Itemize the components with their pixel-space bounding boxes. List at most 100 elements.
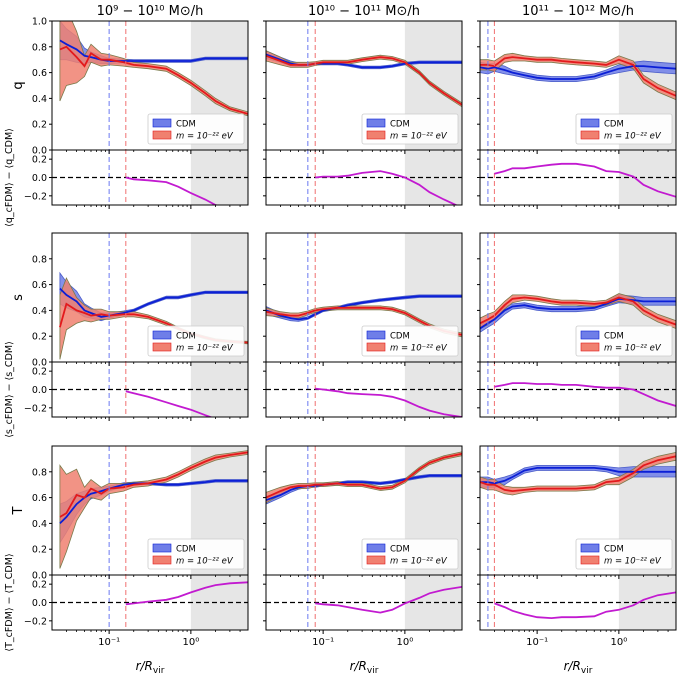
main-series bbox=[59, 21, 248, 117]
fdm-line bbox=[59, 451, 248, 518]
legend-box bbox=[361, 113, 459, 145]
y-tick-label: 0.2 bbox=[32, 332, 47, 343]
legend-fdm-label: m = 10⁻²² eV bbox=[604, 132, 662, 142]
diff-y-axis-label: ⟨s_cFDM⟩ − ⟨s_CDM⟩ bbox=[4, 341, 15, 438]
diff-y-tick-label: 0.2 bbox=[32, 155, 47, 166]
legend: CDM m = 10⁻²² eV bbox=[575, 325, 673, 357]
diff-series bbox=[52, 176, 248, 205]
legend: CDM m = 10⁻²² eV bbox=[147, 325, 245, 357]
diff-line bbox=[125, 581, 248, 606]
diff-line bbox=[315, 170, 459, 205]
column-title-3: 10¹¹ − 10¹² M⊙/h bbox=[522, 4, 634, 19]
main-series bbox=[480, 293, 676, 333]
panel-s-3: CDM m = 10⁻²² eV bbox=[477, 232, 677, 421]
fdm-line bbox=[480, 455, 676, 493]
main-series bbox=[480, 52, 676, 101]
y-axis-label: q bbox=[11, 81, 26, 89]
legend-box bbox=[361, 325, 459, 357]
legend-fdm-label: m = 10⁻²² eV bbox=[176, 132, 234, 142]
legend-box bbox=[575, 538, 673, 570]
diff-series bbox=[266, 387, 462, 417]
y-tick-label: 0.2 bbox=[32, 545, 47, 556]
legend: CDM m = 10⁻²² eV bbox=[361, 113, 459, 145]
diff-y-tick-label: −0.2 bbox=[24, 191, 47, 202]
fdm-band bbox=[480, 52, 676, 101]
legend: CDM m = 10⁻²² eV bbox=[361, 538, 459, 570]
legend: CDM m = 10⁻²² eV bbox=[147, 538, 245, 570]
x-axis-label-subscript: vir bbox=[153, 666, 165, 676]
diff-line bbox=[315, 586, 462, 614]
legend-box bbox=[575, 113, 673, 145]
x-axis-label: r/Rvir bbox=[350, 659, 379, 676]
y-tick-label: 0.4 bbox=[32, 306, 47, 317]
diff-y-tick-label: −0.2 bbox=[24, 616, 47, 627]
diff-series bbox=[52, 581, 248, 606]
panel-s-2: CDM m = 10⁻²² eV bbox=[263, 232, 463, 421]
x-tick-label: 10⁰ bbox=[611, 637, 628, 648]
x-axis-label: r/Rvir bbox=[136, 659, 165, 676]
y-tick-label: 0.6 bbox=[32, 280, 47, 291]
legend-cdm-swatch bbox=[366, 118, 386, 128]
y-axis-label: s bbox=[11, 294, 26, 301]
legend-fdm-swatch bbox=[580, 342, 600, 352]
diff-series bbox=[266, 586, 462, 614]
y-tick-label: 0.4 bbox=[32, 519, 47, 530]
column-title-1: 10⁹ − 10¹⁰ M⊙/h bbox=[97, 4, 204, 19]
cdm-band bbox=[480, 294, 676, 333]
diff-line bbox=[315, 387, 462, 417]
diff-y-tick-label: 0.2 bbox=[32, 367, 47, 378]
y-tick-label: 0.0 bbox=[32, 146, 47, 157]
diff-y-tick-label: 0.2 bbox=[32, 580, 47, 591]
legend: CDM m = 10⁻²² eV bbox=[575, 538, 673, 570]
y-tick-label: 0.8 bbox=[32, 42, 47, 53]
legend-fdm-label: m = 10⁻²² eV bbox=[604, 557, 662, 567]
legend: CDM m = 10⁻²² eV bbox=[575, 113, 673, 145]
diff-y-axis-label: ⟨q_cFDM⟩ − ⟨q_CDM⟩ bbox=[4, 128, 15, 227]
fdm-line bbox=[480, 296, 676, 326]
legend-cdm-label: CDM bbox=[390, 120, 410, 130]
legend-box bbox=[575, 325, 673, 357]
cdm-line bbox=[480, 297, 676, 330]
diff-series bbox=[52, 388, 248, 417]
legend-cdm-swatch bbox=[152, 118, 172, 128]
fdm-band bbox=[59, 21, 248, 117]
diff-line bbox=[494, 591, 676, 620]
legend-box bbox=[147, 538, 245, 570]
legend-fdm-label: m = 10⁻²² eV bbox=[390, 344, 448, 354]
legend-cdm-label: CDM bbox=[604, 545, 624, 555]
panel-q-2: CDM m = 10⁻²² eV bbox=[263, 20, 463, 209]
legend-cdm-label: CDM bbox=[176, 120, 196, 130]
panel-q-3: CDM m = 10⁻²² eV bbox=[477, 20, 677, 209]
y-tick-label: 0.6 bbox=[32, 68, 47, 79]
legend-fdm-label: m = 10⁻²² eV bbox=[390, 557, 448, 567]
diff-series bbox=[480, 591, 676, 620]
diff-series bbox=[266, 170, 462, 205]
x-tick-label: 10⁻¹ bbox=[312, 637, 334, 648]
panel-T-1: 0.00.20.40.60.8−0.20.00.210⁻¹ 10⁰r/RvirCD… bbox=[24, 445, 249, 676]
legend-cdm-label: CDM bbox=[390, 545, 410, 555]
legend-cdm-label: CDM bbox=[176, 545, 196, 555]
diff-y-tick-label: 0.0 bbox=[32, 385, 47, 396]
fdm-line bbox=[266, 452, 462, 499]
panel-T-2: 10⁻¹ 10⁰ r/Rvir CDM m = 10⁻²² eV bbox=[263, 445, 463, 676]
diff-y-tick-label: 0.0 bbox=[32, 173, 47, 184]
legend-fdm-swatch bbox=[366, 555, 386, 565]
diff-line bbox=[494, 382, 676, 407]
diff-series bbox=[480, 162, 676, 198]
x-axis-label: r/Rvir bbox=[564, 659, 593, 676]
fdm-line bbox=[266, 54, 462, 106]
fdm-line bbox=[266, 306, 462, 336]
diff-series bbox=[480, 382, 676, 407]
legend-cdm-swatch bbox=[152, 543, 172, 553]
cdm-line bbox=[480, 65, 676, 80]
diff-line bbox=[125, 176, 219, 205]
cdm-line bbox=[59, 479, 248, 525]
x-tick-label: 10⁰ bbox=[183, 637, 200, 648]
legend: CDM m = 10⁻²² eV bbox=[147, 113, 245, 145]
cdm-line bbox=[59, 39, 248, 62]
main-series bbox=[266, 451, 462, 505]
